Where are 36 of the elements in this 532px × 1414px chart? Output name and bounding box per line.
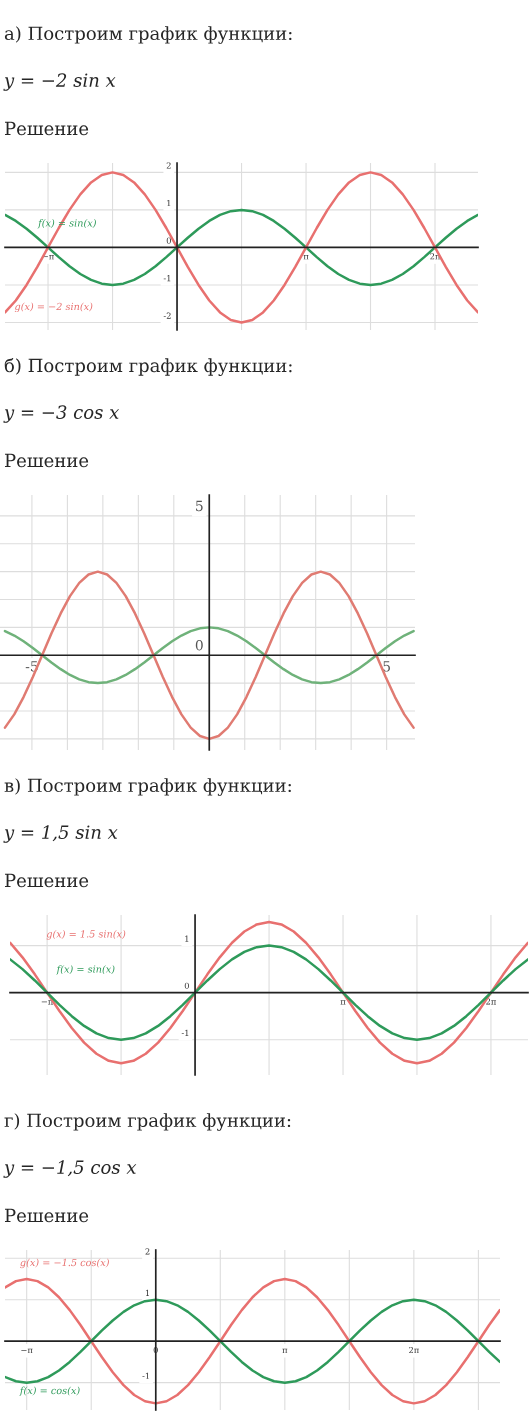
- y-tick-label: -1: [163, 274, 171, 282]
- y-tick-label: 2: [145, 1248, 150, 1255]
- x-tick-label: π: [303, 255, 309, 260]
- y-tick-label: 0: [166, 237, 171, 244]
- chart-title: в) Построим график функции:: [4, 778, 291, 796]
- text: Решение: [5, 453, 89, 468]
- x-tick-label: 2π: [409, 1346, 419, 1354]
- y-tick-label: 2: [166, 162, 171, 169]
- text: Решение: [5, 121, 89, 136]
- chart-subtitle: y = −1,5 cos x: [3, 1160, 137, 1178]
- chart-subtitle: y = 1,5 sin x: [3, 825, 118, 843]
- x-tick-label: −π: [41, 1000, 54, 1005]
- y-tick-label: -1: [181, 1029, 189, 1036]
- series-label: f(x) = sin(x): [56, 965, 115, 975]
- chart-subtitle: y = −3 cos x: [3, 405, 120, 423]
- y-tick-label: 0: [184, 982, 189, 989]
- y-tick-label: 1: [185, 935, 189, 942]
- series-label: g(x) = −2 sin(x): [14, 302, 93, 313]
- y-tick-label: 1: [167, 199, 171, 207]
- chart-title: б) Построим график функции:: [4, 357, 292, 377]
- text: Решение: [5, 1208, 89, 1223]
- y-tick-label: 1: [145, 1289, 150, 1296]
- chart-subtitle: y = −2 sin x: [3, 73, 116, 91]
- series-label: f(x) = cos(x): [19, 1386, 80, 1397]
- chart-title: г) Построим график функции:: [4, 1113, 291, 1131]
- series-label: f(x) = sin(x): [37, 219, 96, 229]
- text: Решение: [5, 873, 89, 888]
- y-tick-label: -1: [142, 1372, 150, 1379]
- x-tick-label: 0: [153, 1346, 158, 1354]
- chart-title: а) Построим график функции:: [4, 26, 292, 44]
- x-tick-label: π: [282, 1348, 288, 1354]
- x-tick-label: −π: [21, 1348, 33, 1354]
- y-tick-label: -2: [163, 312, 171, 319]
- text: g(x) = 1.5 sin(x): [46, 930, 126, 940]
- x-tick-label: π: [340, 1000, 346, 1005]
- series-label: g(x) = −1.5 cos(x): [20, 1258, 109, 1269]
